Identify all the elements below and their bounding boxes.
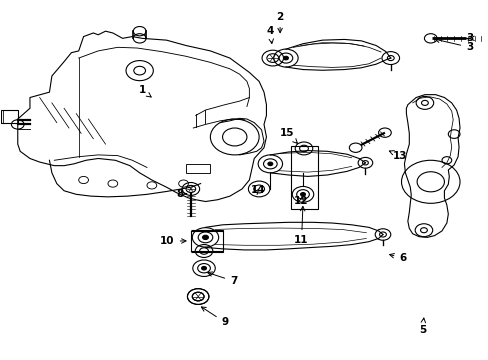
Text: 8: 8	[176, 189, 186, 199]
Circle shape	[202, 235, 208, 239]
Text: 4: 4	[266, 26, 273, 44]
Circle shape	[283, 56, 288, 60]
Text: 11: 11	[294, 206, 308, 245]
Text: 6: 6	[389, 253, 406, 263]
Bar	[290, 146, 317, 209]
Circle shape	[201, 266, 206, 270]
Circle shape	[300, 193, 305, 196]
Text: 3: 3	[434, 38, 472, 52]
Text: 10: 10	[160, 236, 185, 246]
Text: 2: 2	[276, 12, 283, 33]
Text: 3: 3	[465, 33, 473, 43]
Text: 12: 12	[294, 196, 308, 206]
Text: 9: 9	[201, 307, 228, 327]
Text: 1: 1	[138, 85, 151, 97]
Text: 7: 7	[207, 272, 237, 286]
Text: 15: 15	[279, 128, 297, 143]
Circle shape	[348, 143, 361, 152]
Circle shape	[267, 162, 272, 166]
Text: 13: 13	[388, 150, 407, 161]
Text: 5: 5	[418, 318, 425, 335]
Text: 14: 14	[250, 185, 265, 195]
